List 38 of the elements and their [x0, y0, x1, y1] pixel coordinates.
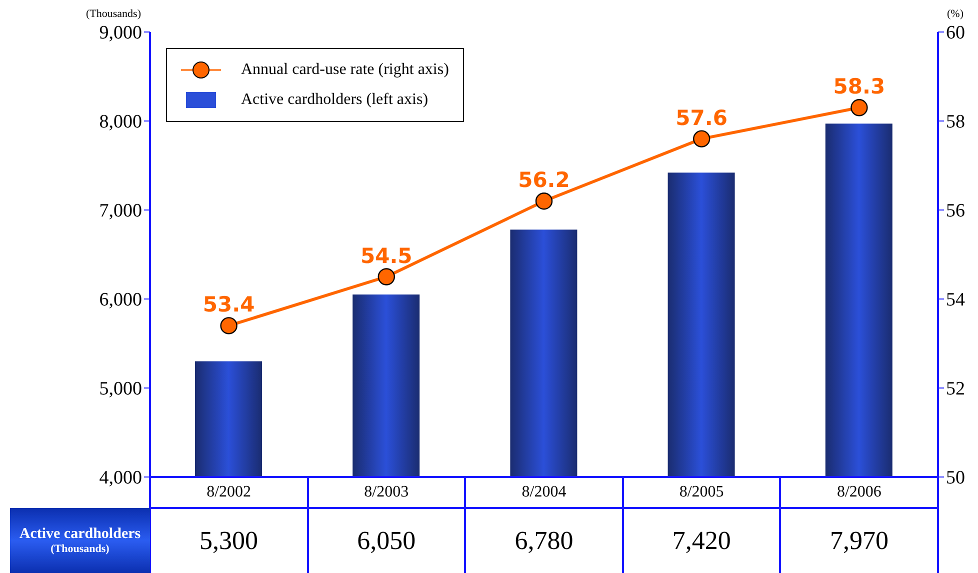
point — [850, 99, 868, 116]
data-label: 54.5 — [360, 244, 412, 268]
legend-label: Active cardholders (left axis) — [241, 91, 428, 109]
data-label: 56.2 — [518, 168, 570, 192]
y-axis-title: (Thousands) — [86, 8, 141, 20]
y-tick-label: 8,000 — [99, 112, 142, 133]
text: Active cardholders — [18, 526, 142, 543]
x-tick-label: 8/2002 — [206, 483, 252, 500]
data-label: 7,420 — [671, 524, 732, 556]
data-label: 53.4 — [202, 292, 255, 317]
x-tick-label: 8/2006 — [836, 483, 882, 500]
point — [535, 192, 553, 210]
y-tick-label: 9,000 — [99, 22, 142, 44]
x-tick-label: 8/2004 — [522, 483, 566, 500]
data-label: 57.6 — [676, 106, 728, 130]
y2-axis-title: (%) — [947, 8, 964, 20]
data-label: 6,050 — [356, 524, 417, 556]
data-label: 58.3 — [833, 74, 886, 99]
x-tick-label: 8/2003 — [364, 483, 409, 500]
data-label: 7,970 — [828, 524, 890, 556]
y2-tick-label: 54 — [946, 290, 966, 311]
point — [378, 268, 395, 286]
legend-label: Annual card-use rate (right axis) — [241, 61, 449, 79]
y-tick-label: 6,000 — [99, 290, 142, 311]
y-tick-label: 7,000 — [99, 200, 142, 222]
y2-tick-label: 58 — [946, 112, 965, 133]
data-label: 6,780 — [514, 524, 574, 556]
y2-tick-label: 60 — [946, 22, 965, 44]
x-tick-label: 8/2005 — [679, 483, 724, 500]
y-tick-label: 5,000 — [99, 378, 142, 400]
point — [693, 130, 710, 148]
point — [220, 317, 238, 334]
y2-tick-label: 52 — [946, 378, 965, 400]
y2-tick-label: 50 — [946, 468, 965, 489]
text: (Thousands) — [50, 542, 110, 555]
data-label: 5,300 — [198, 524, 260, 556]
y-tick-label: 4,000 — [99, 468, 142, 489]
y2-tick-label: 56 — [946, 200, 965, 222]
